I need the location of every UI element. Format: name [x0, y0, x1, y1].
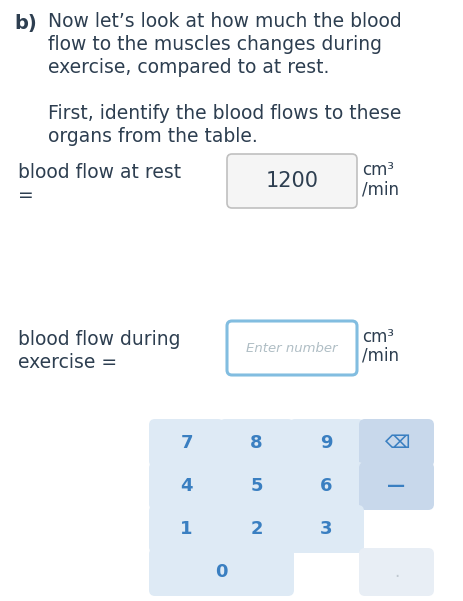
Text: exercise, compared to at rest.: exercise, compared to at rest.: [48, 58, 329, 77]
Text: blood flow at rest: blood flow at rest: [18, 163, 181, 182]
Text: 1200: 1200: [265, 171, 319, 191]
Text: flow to the muscles changes during: flow to the muscles changes during: [48, 35, 382, 54]
Text: ⌫: ⌫: [384, 434, 409, 452]
Text: .: .: [394, 563, 399, 581]
FancyBboxPatch shape: [219, 419, 294, 467]
FancyBboxPatch shape: [219, 462, 294, 510]
FancyBboxPatch shape: [149, 548, 294, 596]
FancyBboxPatch shape: [149, 419, 224, 467]
Text: 0: 0: [215, 563, 228, 581]
FancyBboxPatch shape: [227, 321, 357, 375]
FancyBboxPatch shape: [359, 462, 434, 510]
FancyBboxPatch shape: [149, 462, 224, 510]
Text: exercise =: exercise =: [18, 353, 117, 372]
Text: Enter number: Enter number: [246, 341, 338, 355]
FancyBboxPatch shape: [359, 419, 434, 467]
Text: First, identify the blood flows to these: First, identify the blood flows to these: [48, 104, 401, 123]
Text: 2: 2: [250, 520, 263, 538]
Text: 8: 8: [250, 434, 263, 452]
FancyBboxPatch shape: [289, 419, 364, 467]
Text: blood flow during: blood flow during: [18, 330, 181, 349]
FancyBboxPatch shape: [227, 154, 357, 208]
Text: 7: 7: [180, 434, 193, 452]
Text: 3: 3: [320, 520, 333, 538]
Text: cm³: cm³: [362, 161, 394, 179]
FancyBboxPatch shape: [289, 462, 364, 510]
FancyBboxPatch shape: [219, 505, 294, 553]
Text: b): b): [14, 14, 37, 33]
Text: organs from the table.: organs from the table.: [48, 127, 258, 146]
Text: 6: 6: [320, 477, 333, 495]
Text: 4: 4: [180, 477, 193, 495]
Text: 5: 5: [250, 477, 263, 495]
Text: 1: 1: [180, 520, 193, 538]
Text: —: —: [388, 477, 406, 495]
Text: =: =: [18, 186, 34, 205]
FancyBboxPatch shape: [149, 505, 224, 553]
Text: 9: 9: [320, 434, 333, 452]
Text: cm³: cm³: [362, 328, 394, 346]
FancyBboxPatch shape: [289, 505, 364, 553]
FancyBboxPatch shape: [359, 548, 434, 596]
Text: /min: /min: [362, 347, 399, 365]
Text: Now let’s look at how much the blood: Now let’s look at how much the blood: [48, 12, 402, 31]
Text: /min: /min: [362, 180, 399, 198]
